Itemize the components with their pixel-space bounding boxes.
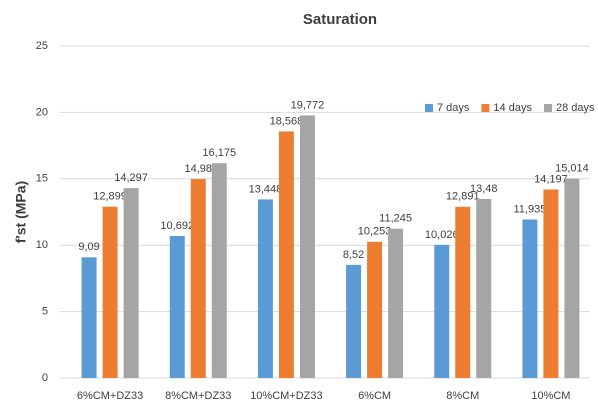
bar [123, 188, 139, 378]
bar [522, 219, 538, 378]
x-tick-label: 6%CM [358, 390, 391, 402]
legend-label: 7 days [437, 102, 470, 114]
bar [434, 244, 450, 378]
legend-swatch [481, 104, 490, 112]
value-label: 16,175 [202, 147, 236, 159]
bar [102, 206, 118, 378]
x-tick-label: 6%CM+DZ33 [77, 390, 143, 402]
value-label: 11,935 [514, 203, 547, 215]
chart-title: Saturation [303, 11, 377, 28]
value-label: 13,48 [470, 183, 498, 195]
y-tick-label: 5 [42, 306, 48, 318]
y-axis-label: f'st (MPa) [13, 181, 29, 243]
legend-swatch [425, 104, 433, 112]
value-label: 15,014 [555, 163, 589, 175]
value-label: 14,197 [534, 173, 568, 185]
value-label: 10,692 [160, 220, 194, 232]
legend-swatch [543, 104, 552, 112]
y-tick-label: 25 [36, 40, 48, 52]
value-label: 10,253 [358, 226, 392, 238]
bar [367, 241, 383, 378]
bar [190, 179, 206, 378]
value-label: 10,026 [425, 229, 459, 241]
bar [543, 189, 559, 378]
bar [257, 199, 273, 378]
value-label: 8,52 [343, 249, 364, 261]
bar [211, 163, 227, 378]
value-label: 18,568 [270, 115, 304, 127]
legend-label: 28 days [556, 102, 595, 114]
x-tick-label: 10%CM+DZ33 [250, 390, 322, 402]
y-tick-label: 15 [36, 173, 48, 185]
value-label: 9,09 [78, 241, 99, 253]
value-label: 11,245 [379, 213, 412, 225]
bar [476, 198, 492, 378]
legend-label: 14 days [493, 102, 532, 114]
x-tick-label: 8%CM+DZ33 [165, 390, 231, 402]
y-tick-label: 10 [36, 239, 48, 251]
value-label: 12,899 [93, 191, 127, 203]
bar [299, 115, 315, 378]
bar [346, 264, 362, 378]
bar [564, 178, 580, 378]
value-label: 14,297 [114, 172, 148, 184]
bar [81, 257, 97, 378]
bar [455, 206, 471, 378]
x-tick-label: 10%CM [531, 390, 570, 402]
y-tick-label: 0 [42, 372, 48, 384]
value-label: 14,98 [184, 163, 212, 175]
x-tick-label: 8%CM [446, 390, 479, 402]
bar [278, 131, 294, 378]
bar [169, 236, 185, 378]
value-label: 12,891 [446, 191, 480, 203]
value-label: 19,772 [291, 99, 325, 111]
y-tick-label: 20 [36, 106, 48, 118]
bar [388, 228, 404, 378]
value-label: 13,448 [249, 183, 283, 195]
